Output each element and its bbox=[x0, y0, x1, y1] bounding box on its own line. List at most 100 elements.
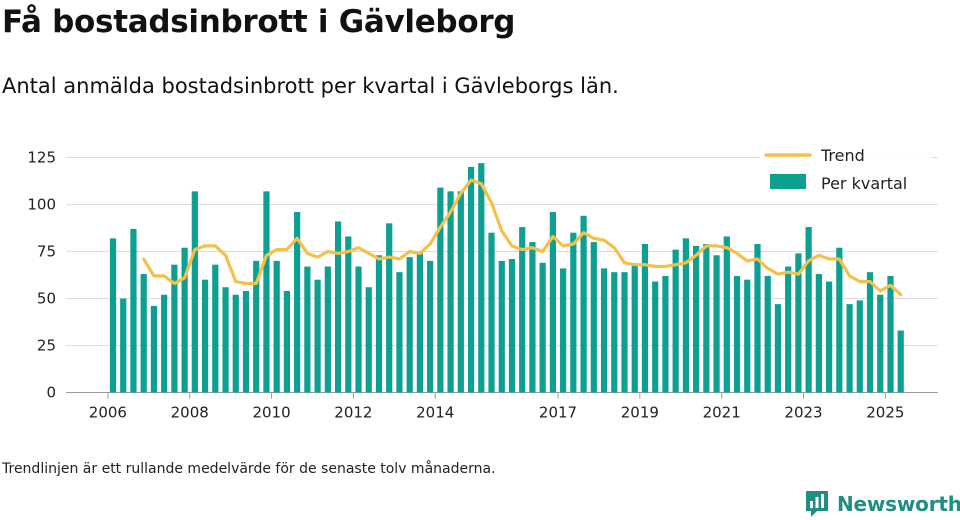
bar bbox=[856, 300, 863, 393]
bar bbox=[866, 272, 874, 393]
bar bbox=[897, 330, 904, 393]
x-tick-label: 2021 bbox=[703, 404, 741, 422]
bar bbox=[508, 259, 516, 393]
bar bbox=[201, 279, 209, 393]
bar bbox=[447, 191, 454, 393]
y-tick-label: 0 bbox=[46, 384, 56, 402]
y-tick-label: 50 bbox=[37, 290, 56, 308]
bar bbox=[212, 264, 219, 393]
bar bbox=[263, 191, 270, 393]
x-tick-label: 2014 bbox=[416, 404, 454, 422]
bar bbox=[242, 290, 250, 393]
bar bbox=[570, 232, 577, 393]
bar bbox=[109, 238, 117, 393]
bar bbox=[253, 260, 260, 393]
bar bbox=[437, 187, 444, 393]
bar bbox=[815, 274, 822, 393]
bar bbox=[621, 272, 628, 393]
bar bbox=[375, 255, 383, 393]
bar bbox=[120, 298, 127, 393]
bar bbox=[785, 266, 792, 393]
bar bbox=[672, 249, 679, 393]
bar bbox=[406, 257, 413, 393]
bar bbox=[416, 253, 423, 393]
bar bbox=[887, 275, 894, 393]
legend-bar-swatch bbox=[770, 174, 806, 189]
bar bbox=[764, 275, 771, 393]
bar bbox=[744, 279, 751, 393]
bar bbox=[150, 306, 158, 393]
bar bbox=[826, 281, 833, 393]
bar bbox=[304, 266, 311, 393]
bar bbox=[498, 260, 505, 393]
bar bbox=[693, 245, 700, 393]
bar bbox=[294, 212, 301, 393]
bar bbox=[713, 255, 720, 393]
brand-name: Newsworthy bbox=[837, 492, 960, 516]
bar bbox=[457, 191, 464, 393]
y-tick-label: 100 bbox=[27, 196, 56, 214]
bar bbox=[733, 275, 741, 393]
bar bbox=[191, 191, 198, 393]
x-tick-label: 2017 bbox=[539, 404, 577, 422]
bar bbox=[488, 232, 495, 393]
bar bbox=[222, 287, 229, 393]
bar bbox=[529, 242, 536, 393]
bar bbox=[580, 215, 587, 393]
bar bbox=[549, 212, 556, 393]
bar bbox=[539, 262, 546, 393]
bar bbox=[161, 294, 168, 393]
bar bbox=[283, 290, 291, 393]
bar bbox=[590, 242, 597, 393]
bar bbox=[334, 221, 342, 393]
bar bbox=[846, 304, 853, 393]
bar bbox=[774, 304, 782, 393]
bar bbox=[795, 253, 802, 393]
bar bbox=[631, 264, 638, 393]
bar bbox=[652, 281, 659, 393]
legend-trend-label: Trend bbox=[820, 146, 865, 165]
brand-logo[interactable]: Newsworthy bbox=[804, 489, 960, 519]
bar bbox=[682, 238, 689, 393]
bar bbox=[641, 243, 649, 393]
chart-title: Få bostadsinbrott i Gävleborg bbox=[2, 4, 516, 40]
x-tick-label: 2008 bbox=[171, 404, 209, 422]
bar bbox=[703, 243, 710, 393]
bar bbox=[427, 260, 434, 393]
bar bbox=[396, 272, 403, 393]
x-tick-label: 2025 bbox=[866, 404, 904, 422]
y-tick-label: 25 bbox=[37, 337, 56, 355]
bar bbox=[877, 294, 884, 393]
footnote: Trendlinjen är ett rullande medelvärde f… bbox=[2, 461, 496, 477]
y-tick-label: 75 bbox=[37, 243, 56, 261]
bar bbox=[662, 275, 669, 393]
bar bbox=[836, 247, 843, 393]
bar bbox=[805, 227, 812, 393]
bar bbox=[324, 266, 331, 393]
y-tick-label: 125 bbox=[27, 149, 56, 167]
bar-series bbox=[109, 163, 904, 393]
x-tick-label: 2010 bbox=[252, 404, 290, 422]
bar bbox=[560, 268, 567, 393]
x-tick-label: 2012 bbox=[334, 404, 372, 422]
bar bbox=[611, 272, 618, 393]
bar bbox=[345, 236, 352, 393]
bar bbox=[355, 266, 362, 393]
bar bbox=[171, 264, 178, 393]
legend-background bbox=[760, 140, 932, 202]
bar bbox=[232, 294, 239, 393]
x-tick-label: 2019 bbox=[621, 404, 659, 422]
bar bbox=[723, 236, 730, 393]
bar bbox=[273, 260, 280, 393]
bar bbox=[130, 228, 137, 393]
bar bbox=[467, 166, 475, 393]
bar bbox=[314, 279, 321, 393]
x-tick-label: 2023 bbox=[784, 404, 822, 422]
bar bbox=[386, 223, 393, 393]
x-tick-label: 2006 bbox=[89, 404, 127, 422]
bar bbox=[365, 287, 372, 393]
bar bbox=[181, 247, 188, 393]
bar bbox=[478, 163, 485, 393]
bar bbox=[600, 268, 608, 393]
bar bbox=[140, 274, 147, 393]
